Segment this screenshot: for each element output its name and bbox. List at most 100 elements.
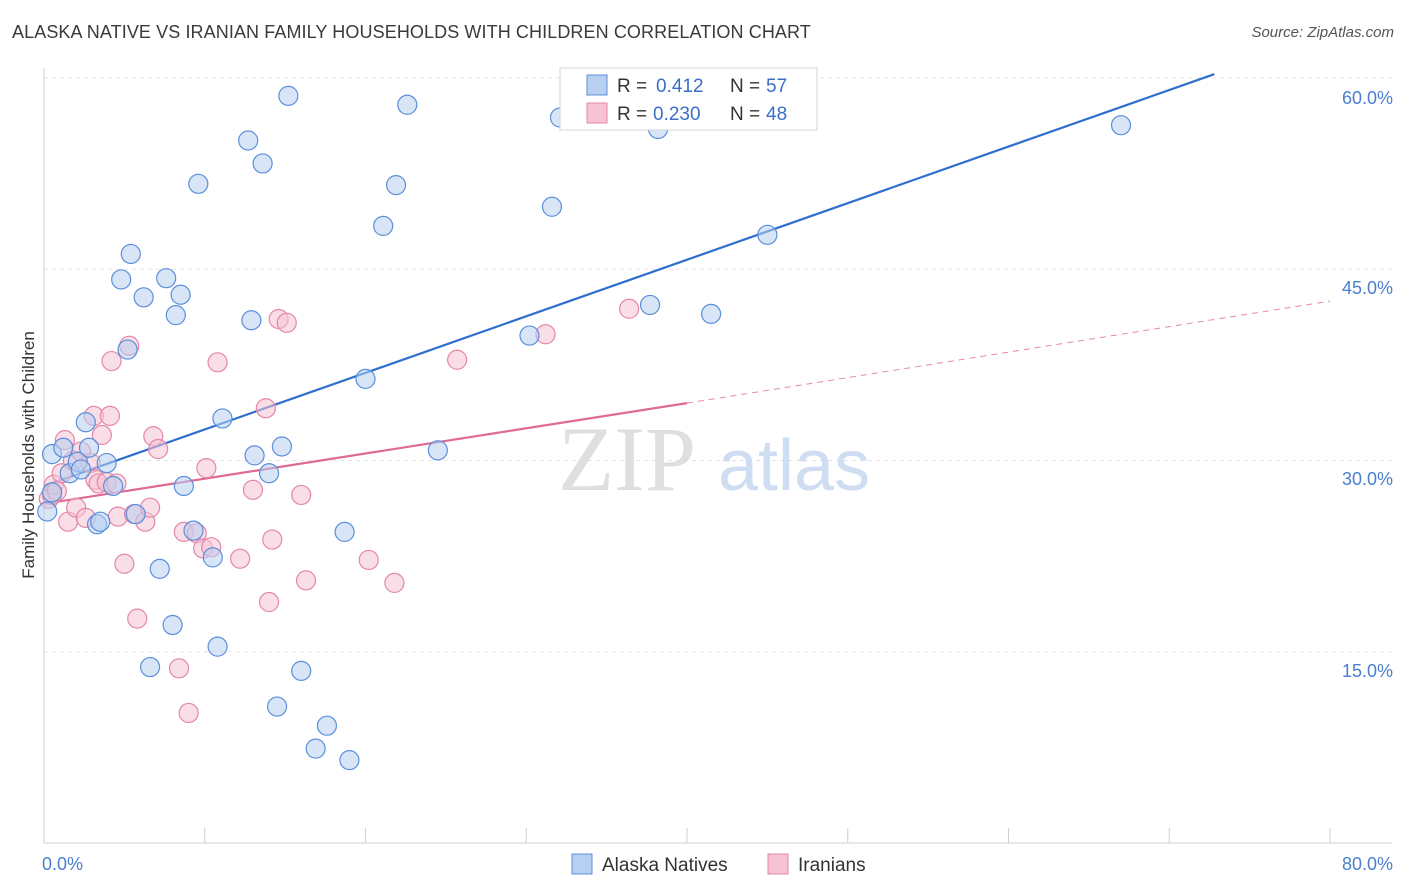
point-alaska-native-34 [258, 463, 280, 484]
point-iranian-37 [230, 548, 251, 569]
y-tick-label-45: 45.0% [1342, 278, 1393, 298]
point-alaska-native-31 [241, 310, 262, 331]
point-alaska-native-7 [75, 412, 96, 433]
point-alaska-native-10 [90, 511, 111, 532]
point-iranian-17 [99, 405, 121, 426]
point-alaska-native-40 [316, 715, 338, 736]
point-alaska-native-36 [271, 436, 293, 457]
legend-r-label-2: R = [617, 104, 647, 125]
point-iranian-28 [148, 438, 169, 460]
trend-line-iranians-extended [686, 300, 1331, 404]
point-alaska-native-55 [1110, 115, 1132, 136]
point-alaska-native-11 [96, 452, 117, 474]
series-legend: Alaska Natives Iranians [571, 853, 866, 876]
bottom-legend-swatch-alaska-natives [571, 853, 593, 875]
point-alaska-native-12 [103, 475, 124, 497]
point-alaska-native-48 [519, 325, 540, 346]
bottom-legend-label-alaska-natives: Alaska Natives [602, 855, 728, 876]
point-iranian-40 [258, 591, 280, 613]
legend-n-label-2: N = [730, 104, 760, 125]
legend-swatch-iranians [586, 102, 608, 124]
point-alaska-native-6 [70, 459, 92, 480]
point-alaska-native-53 [701, 303, 722, 324]
y-tick-label-60: 60.0% [1342, 88, 1393, 108]
legend-n-value-2: 48 [766, 104, 787, 125]
legend-swatch-alaska-natives [586, 74, 608, 96]
point-iranian-34 [196, 458, 217, 479]
data-points [37, 85, 1132, 771]
point-iranian-47 [384, 572, 405, 594]
point-alaska-native-28 [207, 636, 228, 657]
point-alaska-native-32 [244, 445, 265, 466]
source-label: Source: ZipAtlas.com [1251, 24, 1394, 41]
point-alaska-native-51 [639, 294, 661, 316]
legend-r-value-2: 0.230 [653, 104, 701, 125]
point-alaska-native-14 [117, 339, 138, 360]
point-alaska-native-45 [385, 175, 407, 196]
legend-n-value-1: 57 [766, 76, 787, 97]
point-alaska-native-17 [133, 287, 154, 308]
point-alaska-native-41 [334, 521, 355, 543]
point-alaska-native-20 [156, 268, 177, 289]
point-alaska-native-43 [355, 368, 376, 389]
point-alaska-native-18 [139, 656, 161, 678]
point-alaska-native-49 [541, 196, 563, 217]
trend-line-alaska-natives [43, 73, 1215, 488]
point-iranian-39 [255, 398, 276, 419]
point-alaska-native-3 [53, 437, 74, 458]
point-iranian-50 [619, 298, 640, 319]
point-alaska-native-8 [78, 437, 100, 458]
point-alaska-native-54 [757, 224, 778, 245]
point-alaska-native-47 [427, 440, 448, 461]
point-alaska-native-29 [212, 408, 233, 429]
chart-title: ALASKA NATIVE VS IRANIAN FAMILY HOUSEHOL… [12, 22, 811, 42]
point-alaska-native-39 [305, 738, 326, 759]
point-alaska-native-23 [170, 284, 191, 305]
point-alaska-native-42 [339, 750, 360, 771]
point-iranian-48 [447, 349, 468, 370]
point-alaska-native-16 [125, 503, 146, 525]
point-iranian-18 [101, 350, 122, 372]
trend-lines [43, 73, 1331, 505]
watermark-atlas: atlas [718, 426, 870, 506]
point-alaska-native-27 [202, 547, 223, 568]
point-iranian-21 [114, 553, 135, 574]
point-alaska-native-21 [162, 614, 183, 636]
point-alaska-native-38 [291, 660, 312, 681]
x-tick-label-min: 0.0% [42, 854, 83, 874]
point-iranian-29 [168, 658, 190, 679]
point-alaska-native-19 [149, 558, 170, 579]
point-alaska-native-1 [41, 482, 63, 503]
x-tick-label-max: 80.0% [1342, 854, 1393, 874]
point-iranian-45 [295, 570, 317, 591]
watermark-zip: ZIP [558, 408, 696, 510]
watermark: ZIP atlas [558, 408, 870, 510]
legend-r-label-1: R = [617, 76, 647, 97]
bottom-legend-swatch-iranians [767, 853, 789, 875]
point-iranian-24 [127, 608, 148, 629]
point-alaska-native-35 [266, 696, 288, 717]
point-iranian-41 [262, 529, 283, 550]
point-alaska-native-22 [165, 305, 186, 326]
point-alaska-native-44 [373, 215, 394, 236]
point-alaska-native-30 [238, 130, 259, 151]
point-iranian-31 [178, 702, 199, 724]
trend-line-iranians [43, 402, 688, 505]
point-alaska-native-15 [120, 243, 141, 265]
point-iranian-36 [207, 352, 228, 373]
x-tick-marks [43, 828, 1331, 843]
point-iranian-15 [91, 424, 112, 446]
legend-r-value-1: 0.412 [656, 76, 704, 97]
correlation-legend: R = 0.412 N = 57 R = 0.230 N = 48 [559, 67, 818, 131]
point-iranian-43 [276, 312, 297, 333]
point-iranian-46 [358, 549, 379, 571]
point-alaska-native-13 [111, 269, 132, 290]
point-alaska-native-25 [183, 520, 204, 541]
point-iranian-44 [291, 484, 312, 506]
y-tick-label-15: 15.0% [1342, 661, 1393, 681]
y-axis-label: Family Households with Children [19, 331, 38, 579]
point-alaska-native-0 [37, 501, 58, 522]
bottom-legend-label-iranians: Iranians [798, 855, 866, 876]
point-iranian-38 [242, 479, 264, 500]
